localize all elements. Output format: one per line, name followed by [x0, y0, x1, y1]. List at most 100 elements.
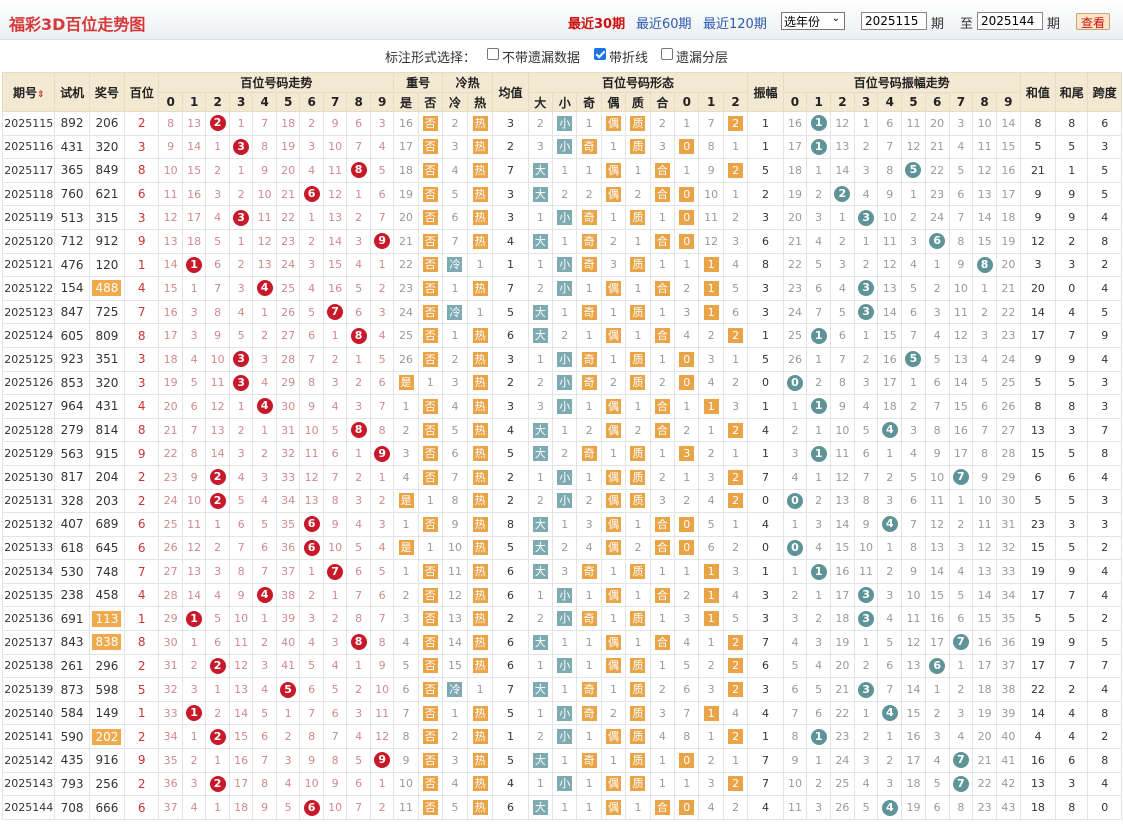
miss-layer-checkbox[interactable]: [661, 48, 673, 60]
miss-count: 4: [933, 329, 941, 343]
polyline-checkbox[interactable]: [594, 48, 606, 60]
no-miss-data-checkbox[interactable]: [487, 48, 499, 60]
repeat-cell: 是: [393, 488, 419, 514]
trend-digit-header: 5: [275, 92, 301, 112]
amplitude-trend-cell: 23: [924, 181, 950, 207]
hot-cold-cell: 热: [467, 417, 494, 443]
form-cell: 6: [722, 299, 749, 325]
miss-count: 3: [886, 588, 894, 602]
trend-cell: 1: [181, 630, 207, 655]
form-tag: 大: [532, 564, 548, 580]
miss-count: 1: [683, 399, 691, 413]
amplitude-trend-cell: 14: [877, 299, 903, 325]
miss-count: 12: [447, 588, 462, 602]
form-tag: 奇: [581, 446, 597, 462]
trend-cell: 9: [322, 771, 348, 797]
amplitude-trend-cell: 39: [995, 700, 1021, 726]
trend-cell: 9: [299, 748, 324, 773]
miss-count: 18: [234, 801, 249, 815]
form-tag: 奇: [581, 210, 597, 226]
miss-count: 10: [787, 777, 802, 791]
trend-cell: 6: [252, 535, 277, 561]
repeat-cell: 否: [417, 700, 443, 726]
trend-cell: 6: [369, 181, 395, 207]
miss-count: 9: [451, 517, 459, 531]
amplitude-trend-cell: 1: [948, 488, 974, 514]
repeat-cell: 26: [393, 346, 419, 372]
trend-cell: 5: [322, 417, 348, 443]
test-number-cell: 691: [54, 606, 90, 632]
miss-count: 1: [561, 423, 569, 437]
trend-cell: 13: [158, 228, 183, 254]
hit-ball: 7: [327, 563, 344, 580]
to-issue-input[interactable]: [977, 12, 1043, 30]
route-tag: 2: [728, 682, 744, 698]
amplitude-cell: 6: [747, 228, 784, 254]
form-cell: 1: [576, 630, 602, 655]
miss-count: 1: [214, 517, 222, 531]
miss-count: 1: [561, 683, 569, 697]
miss-count: 23: [977, 801, 992, 815]
form-subheader: 1: [698, 92, 724, 112]
amplitude-trend-cell: 12: [972, 158, 997, 183]
range-120-link[interactable]: 最近120期: [703, 17, 767, 32]
amplitude-trend-cell: 18: [877, 394, 903, 419]
average-cell: 4: [492, 771, 529, 797]
amplitude-trend-cell: 2: [782, 582, 808, 608]
trend-cell: 3: [205, 181, 230, 207]
miss-count: 6: [886, 116, 894, 130]
prize-number: 598: [95, 682, 119, 697]
trend-cell: 32: [158, 677, 183, 702]
sum-cell: 16: [1019, 748, 1057, 773]
hundreds-cell: 4: [124, 276, 160, 301]
hot-cold-cell: 热: [467, 323, 494, 348]
trend-cell: 30: [275, 394, 301, 419]
miss-count: 7: [378, 211, 386, 225]
amplitude-digit-header: 1: [806, 92, 832, 112]
miss-count: 22: [977, 777, 992, 791]
form-cell: 1: [576, 464, 602, 490]
miss-count: 6: [815, 706, 823, 720]
range-60-link[interactable]: 最近60期: [636, 17, 692, 32]
miss-count: 1: [378, 258, 386, 272]
miss-count: 3: [237, 281, 245, 295]
amplitude-cell: 0: [747, 535, 784, 561]
issue-header[interactable]: 期号⇕: [1, 72, 56, 112]
amplitude-digit-header: 6: [924, 92, 950, 112]
form-tag: 质: [630, 776, 646, 792]
form-cell: 奇: [576, 748, 602, 773]
repeat-cell: 否: [417, 299, 443, 325]
miss-count: 1: [308, 565, 316, 579]
form-cell: 1: [698, 276, 724, 301]
amplitude-trend-cell: 7: [830, 346, 855, 372]
amplitude-trend-cell: 1: [972, 276, 997, 301]
sort-icon[interactable]: ⇕: [36, 89, 45, 100]
form-cell: 2: [722, 724, 749, 750]
miss-count: 5: [237, 329, 245, 343]
miss-count: 2: [981, 305, 989, 319]
from-issue-input[interactable]: [861, 12, 927, 30]
form-cell: 1: [649, 205, 676, 230]
miss-count: 4: [355, 258, 363, 272]
year-select[interactable]: 选年份 ⌄: [781, 12, 845, 30]
repeat-cell: 7: [393, 700, 419, 726]
hot-tag: 热: [472, 658, 488, 674]
trend-cell: 9: [369, 653, 395, 679]
amplitude-trend-cell: 1: [901, 181, 926, 207]
trend-cell: 1: [252, 299, 277, 325]
prize-number-cell: 203: [88, 488, 126, 514]
miss-count: 1: [658, 777, 666, 791]
amplitude-trend-cell: 6: [806, 276, 832, 301]
miss-count: 2: [909, 399, 917, 413]
repeat-cell: 20: [393, 205, 419, 230]
amplitude-trend-cell: 35: [995, 606, 1021, 632]
trend-digit-header: 0: [158, 92, 183, 112]
form-tag: 质: [630, 493, 646, 509]
miss-count: 17: [835, 588, 850, 602]
form-tag: 小: [557, 705, 573, 721]
miss-count: 18: [1001, 211, 1016, 225]
range-30-link[interactable]: 最近30期: [568, 17, 626, 32]
trend-cell: 1: [205, 677, 230, 702]
form-cell: 偶: [600, 724, 627, 750]
view-button[interactable]: 查看: [1076, 13, 1110, 30]
